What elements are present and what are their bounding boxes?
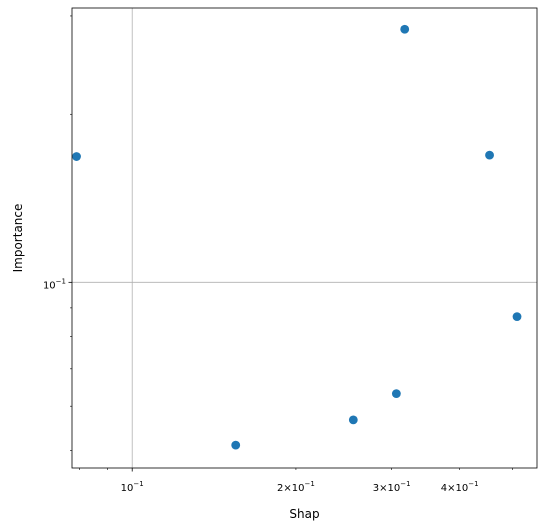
data-point	[485, 150, 494, 160]
plot-frame	[71, 7, 538, 469]
data-point	[391, 389, 401, 398]
data-point	[231, 440, 241, 450]
data-point	[400, 24, 410, 34]
y-tick-labels: 10−1	[43, 277, 66, 291]
x-tick-label: 10−1	[121, 480, 144, 494]
x-tick-label: 2×10−1	[277, 480, 315, 494]
data-points	[72, 24, 522, 450]
x-tick-labels: 10−1 2×10−1 3×10−1 4×10−1	[121, 480, 479, 494]
x-tick-label: 3×10−1	[373, 480, 411, 494]
y-axis-label: Importance	[11, 204, 25, 273]
grid-lines	[72, 8, 537, 468]
x-axis-label: Shap	[289, 507, 319, 521]
data-point	[348, 415, 358, 425]
data-point	[72, 152, 81, 161]
data-point	[512, 312, 522, 322]
y-tick-label: 10−1	[43, 277, 66, 291]
x-tick-label: 4×10−1	[441, 480, 479, 494]
